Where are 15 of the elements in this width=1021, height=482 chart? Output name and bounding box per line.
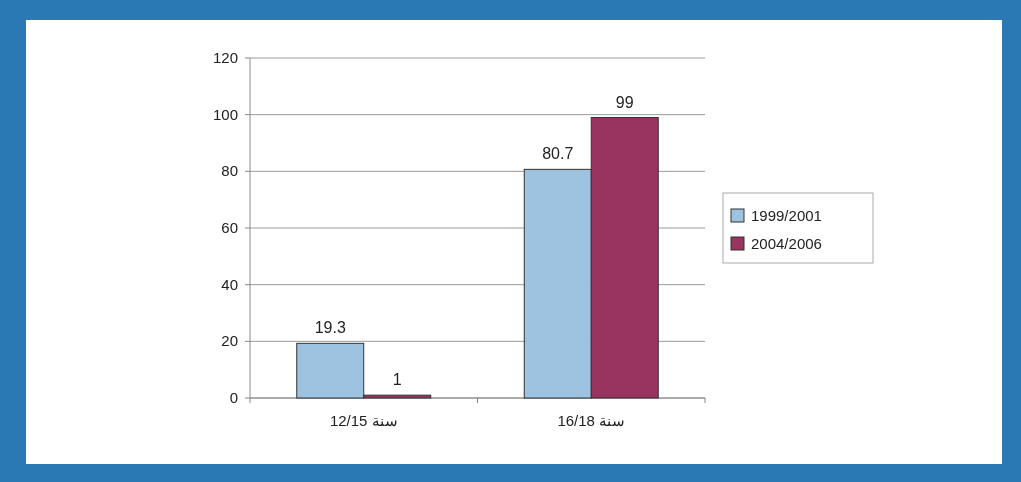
y-tick-label: 120 (212, 49, 238, 66)
x-tick-label: سنة 16/18 (557, 412, 626, 429)
data-label: 80.7 (542, 145, 574, 163)
y-tick-label: 60 (221, 219, 238, 236)
data-label: 1 (392, 371, 402, 389)
data-label: 99 (615, 93, 634, 111)
data-label: 19.3 (314, 319, 346, 337)
y-tick-label: 100 (212, 105, 238, 123)
y-tick-label: 20 (221, 332, 238, 350)
y-tick-label: 80 (221, 162, 238, 180)
legend-label: 2004/2006 (751, 235, 822, 252)
y-tick-label: 0 (229, 389, 238, 406)
x-tick-label: سنة 12/15 (329, 412, 398, 429)
legend-label: 1999/2001 (751, 207, 822, 224)
y-tick-label: 40 (221, 275, 238, 293)
